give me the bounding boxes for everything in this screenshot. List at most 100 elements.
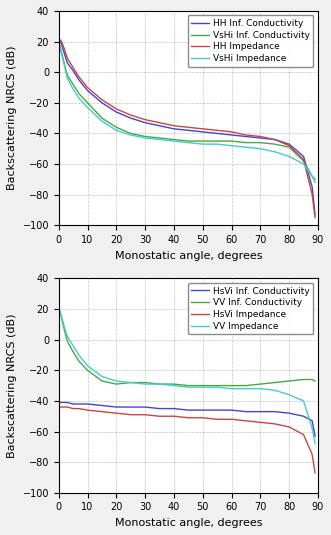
HH Impedance [201, 126, 205, 132]
VV Inf. Conductivity [201, 383, 205, 389]
VV Inf. Conductivity [77, 358, 81, 364]
HH Impedance [215, 127, 219, 134]
VV Impedance [77, 352, 81, 358]
HsVi Impedance [229, 416, 233, 423]
HH Inf. Conductivity [287, 141, 291, 147]
VV Inf. Conductivity [186, 383, 190, 389]
HsVi Inf. Conductivity [114, 404, 118, 410]
HH Inf. Conductivity [258, 135, 262, 141]
HsVi Inf. Conductivity [77, 401, 81, 407]
VsHi Impedance [302, 161, 306, 167]
HH Inf. Conductivity [302, 153, 306, 159]
VV Impedance [215, 384, 219, 391]
VV Inf. Conductivity [287, 378, 291, 384]
HsVi Inf. Conductivity [66, 399, 70, 406]
HsVi Inf. Conductivity [100, 402, 104, 409]
VV Inf. Conductivity [63, 327, 67, 334]
HH Impedance [60, 39, 64, 45]
VsHi Inf. Conductivity [229, 138, 233, 144]
HsVi Inf. Conductivity [244, 408, 248, 415]
VsHi Inf. Conductivity [100, 115, 104, 121]
VV Inf. Conductivity [244, 383, 248, 389]
HsVi Impedance [273, 421, 277, 427]
VsHi Inf. Conductivity [215, 138, 219, 144]
VV Inf. Conductivity [172, 381, 176, 387]
VV Impedance [172, 383, 176, 389]
HH Inf. Conductivity [172, 126, 176, 132]
VsHi Inf. Conductivity [60, 49, 64, 56]
VsHi Impedance [100, 118, 104, 124]
HsVi Inf. Conductivity [143, 404, 147, 410]
HH Inf. Conductivity [313, 211, 317, 218]
HsVi Impedance [71, 406, 75, 412]
HsVi Inf. Conductivity [172, 406, 176, 412]
VV Impedance [85, 363, 89, 369]
VV Inf. Conductivity [273, 379, 277, 386]
VsHi Inf. Conductivity [143, 133, 147, 140]
HsVi Inf. Conductivity [60, 399, 64, 406]
VV Impedance [244, 385, 248, 392]
HH Inf. Conductivity [229, 132, 233, 138]
VsHi Impedance [66, 75, 70, 81]
HH Inf. Conductivity [158, 123, 162, 129]
VsHi Impedance [258, 146, 262, 152]
HsVi Inf. Conductivity [158, 406, 162, 412]
Line: VsHi Impedance: VsHi Impedance [59, 42, 315, 182]
VsHi Inf. Conductivity [273, 141, 277, 147]
HsVi Inf. Conductivity [215, 407, 219, 414]
VsHi Inf. Conductivity [57, 39, 61, 45]
HH Inf. Conductivity [63, 51, 67, 57]
HsVi Inf. Conductivity [85, 401, 89, 407]
VV Impedance [201, 384, 205, 391]
HH Inf. Conductivity [60, 41, 64, 48]
VV Impedance [310, 425, 314, 432]
HH Impedance [77, 74, 81, 80]
VsHi Inf. Conductivity [313, 176, 317, 182]
VsHi Inf. Conductivity [129, 130, 133, 136]
VsHi Impedance [244, 144, 248, 150]
VsHi Impedance [186, 140, 190, 146]
VsHi Inf. Conductivity [172, 136, 176, 143]
VV Inf. Conductivity [66, 338, 70, 345]
VsHi Inf. Conductivity [302, 158, 306, 164]
HsVi Impedance [114, 410, 118, 416]
VV Inf. Conductivity [71, 349, 75, 355]
VV Impedance [186, 384, 190, 391]
VV Inf. Conductivity [313, 378, 317, 384]
VV Impedance [71, 342, 75, 349]
VsHi Inf. Conductivity [201, 138, 205, 144]
VV Impedance [313, 441, 317, 447]
HsVi Inf. Conductivity [302, 413, 306, 419]
HH Impedance [287, 142, 291, 149]
VV Inf. Conductivity [60, 315, 64, 322]
VV Inf. Conductivity [310, 376, 314, 383]
VV Impedance [143, 381, 147, 387]
VV Inf. Conductivity [85, 367, 89, 373]
HH Inf. Conductivity [57, 35, 61, 42]
VsHi Impedance [71, 86, 75, 92]
VV Impedance [273, 387, 277, 393]
HsVi Impedance [258, 419, 262, 425]
Legend: HH Inf. Conductivity, VsHi Inf. Conductivity, HH Impedance, VsHi Impedance: HH Inf. Conductivity, VsHi Inf. Conducti… [188, 16, 313, 67]
VV Inf. Conductivity [57, 304, 61, 311]
HH Inf. Conductivity [273, 136, 277, 143]
HH Impedance [158, 119, 162, 126]
VV Inf. Conductivity [215, 383, 219, 389]
HH Impedance [313, 215, 317, 221]
VV Impedance [66, 333, 70, 340]
HH Impedance [229, 129, 233, 135]
Legend: HsVi Inf. Conductivity, VV Inf. Conductivity, HsVi Impedance, VV Impedance: HsVi Inf. Conductivity, VV Inf. Conducti… [188, 283, 313, 334]
VsHi Inf. Conductivity [63, 62, 67, 68]
HsVi Inf. Conductivity [258, 408, 262, 415]
HH Inf. Conductivity [310, 184, 314, 190]
HH Impedance [143, 117, 147, 123]
Line: VsHi Inf. Conductivity: VsHi Inf. Conductivity [59, 42, 315, 179]
HH Impedance [186, 124, 190, 131]
HsVi Impedance [186, 415, 190, 421]
HsVi Inf. Conductivity [63, 399, 67, 406]
HsVi Inf. Conductivity [71, 401, 75, 407]
VsHi Inf. Conductivity [258, 140, 262, 146]
VsHi Impedance [60, 51, 64, 57]
VsHi Impedance [143, 135, 147, 141]
VV Impedance [129, 379, 133, 386]
